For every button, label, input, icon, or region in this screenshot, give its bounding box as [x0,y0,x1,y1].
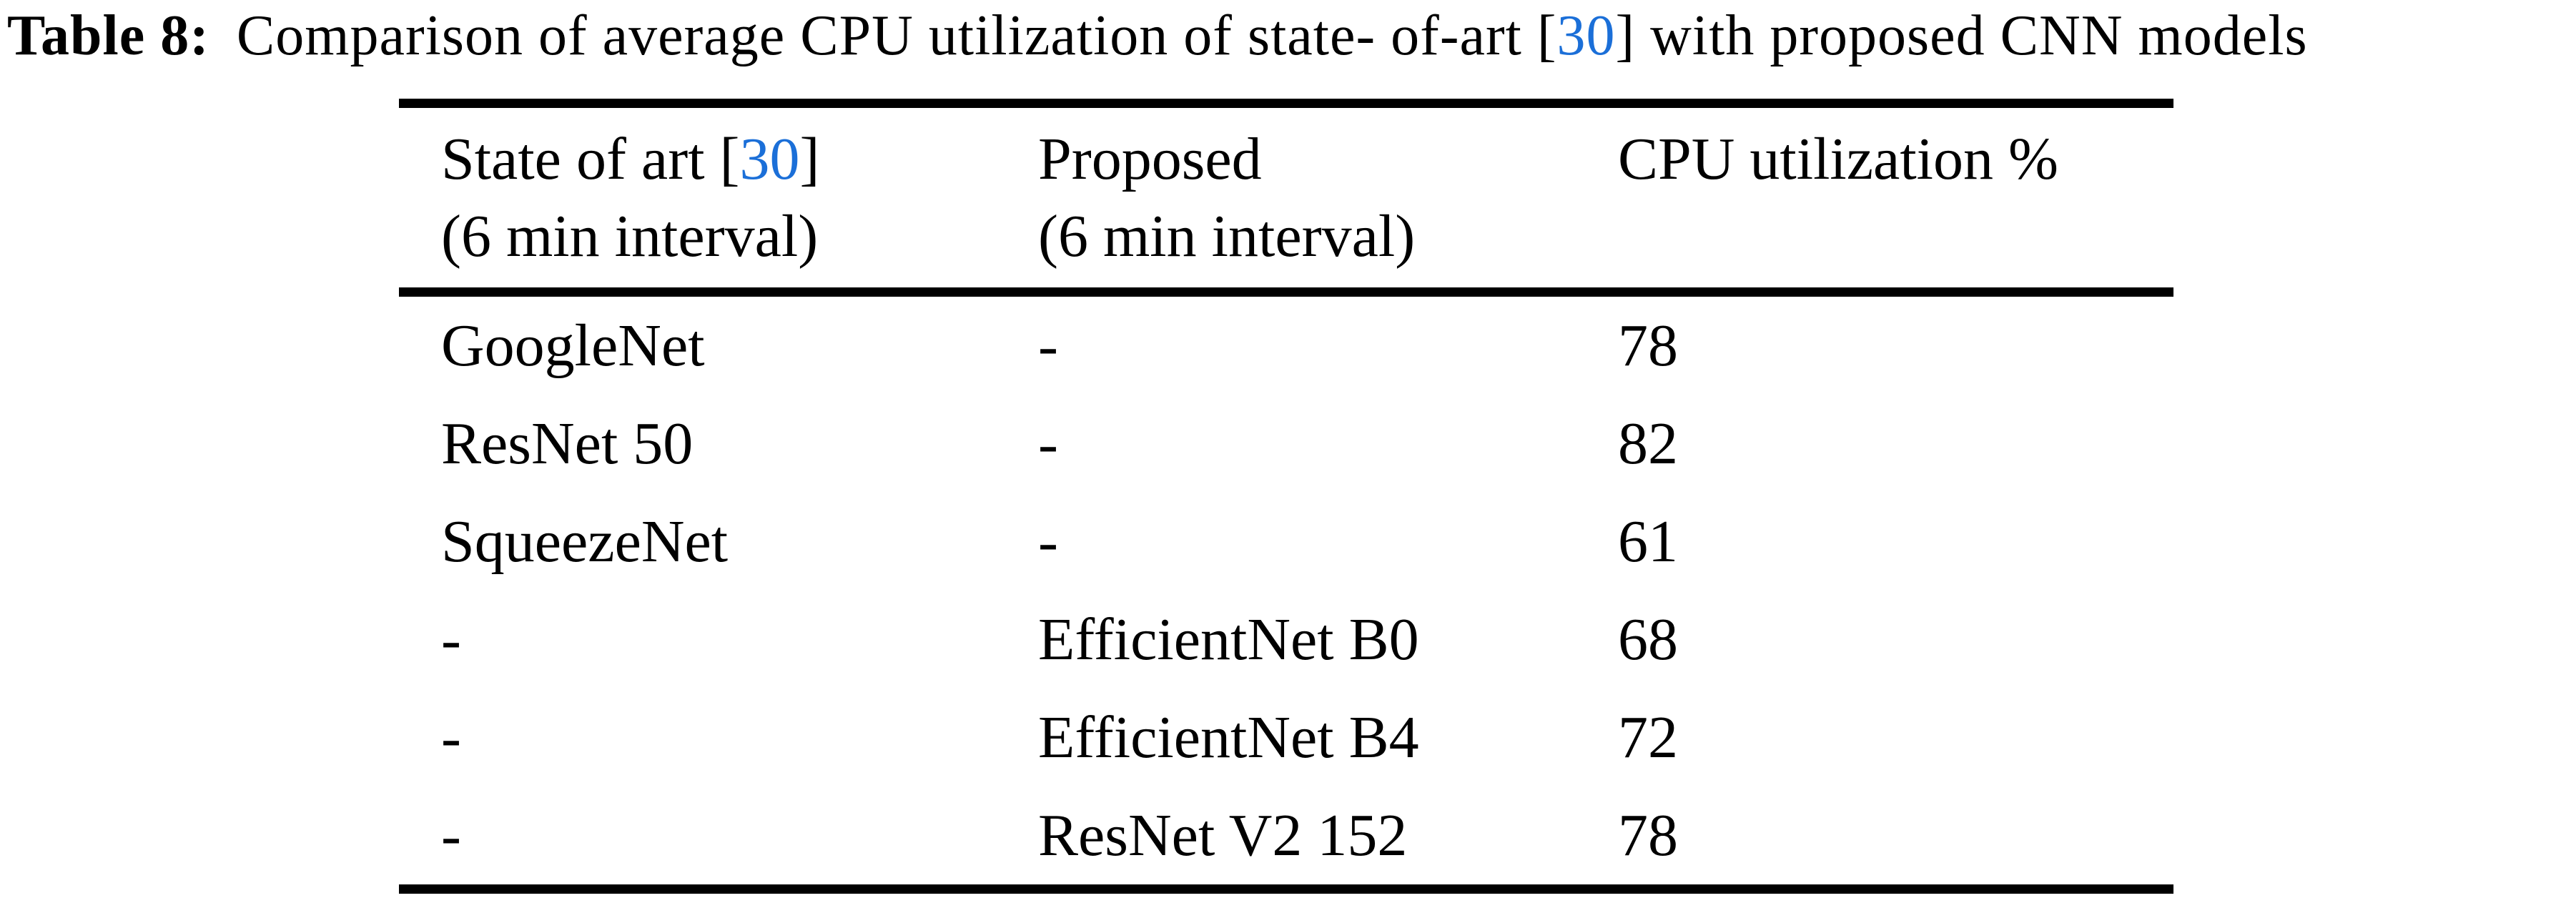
table-row: - EfficientNet B4 72 [399,689,2173,786]
table-row: SqueezeNet - 61 [399,493,2173,591]
table-row: ResNet 50 - 82 [399,395,2173,493]
cell-proposed: ResNet V2 152 [1038,802,1408,869]
cell-proposed: EfficientNet B4 [1038,704,1419,771]
header-cpu-utilization: CPU utilization % [1618,121,2173,275]
header-cite-open-bracket: [ [719,125,740,192]
table-row: - EfficientNet B0 68 [399,591,2173,689]
header-cpu-utilization-line1: CPU utilization % [1618,125,2058,192]
cell-cpu-utilization: 61 [1618,508,1678,575]
cell-state-of-art: ResNet 50 [441,410,694,477]
header-state-of-art-text: State of art [441,125,720,192]
caption-text-before: Comparison of average CPU utilization of… [236,4,1537,67]
cell-cpu-utilization: 78 [1618,802,1678,869]
header-state-of-art-line2: (6 min interval) [441,202,819,270]
header-cite-close-bracket: ] [799,125,820,192]
table-row: GoogleNet - 78 [399,297,2173,395]
caption-label: Table 8: [7,4,209,67]
caption-citation-link-30[interactable]: 30 [1556,4,1616,67]
cell-cpu-utilization: 72 [1618,704,1678,771]
cell-cpu-utilization: 82 [1618,410,1678,477]
cell-state-of-art: - [441,606,461,673]
cell-cpu-utilization: 78 [1618,312,1678,379]
header-state-of-art-line1: State of art [30] [441,121,1038,198]
table-caption: Table 8: Comparison of average CPU utiliz… [7,0,2574,71]
header-proposed-line2: (6 min interval) [1038,202,1416,270]
table-row: - ResNet V2 152 78 [399,786,2173,884]
caption-cite-open-bracket: [ [1536,4,1557,67]
cell-proposed: - [1038,410,1058,477]
cell-state-of-art: SqueezeNet [441,508,729,575]
caption-cite-close-bracket: ] [1615,4,1636,67]
cell-state-of-art: - [441,704,461,771]
cell-state-of-art: - [441,802,461,869]
cell-proposed: - [1038,508,1058,575]
table-header-row: State of art [30] (6 min interval) Propo… [399,108,2173,297]
caption-text-after: with proposed CNN models [1635,4,2308,67]
cell-proposed: EfficientNet B0 [1038,606,1419,673]
header-proposed-line1: Proposed [1038,125,1262,192]
header-state-of-art: State of art [30] (6 min interval) [399,121,1038,275]
header-proposed: Proposed (6 min interval) [1038,121,1618,275]
cell-state-of-art: GoogleNet [441,312,705,379]
header-citation-link-30[interactable]: 30 [739,125,800,192]
cell-proposed: - [1038,312,1058,379]
comparison-table: State of art [30] (6 min interval) Propo… [399,99,2173,894]
cell-cpu-utilization: 68 [1618,606,1678,673]
